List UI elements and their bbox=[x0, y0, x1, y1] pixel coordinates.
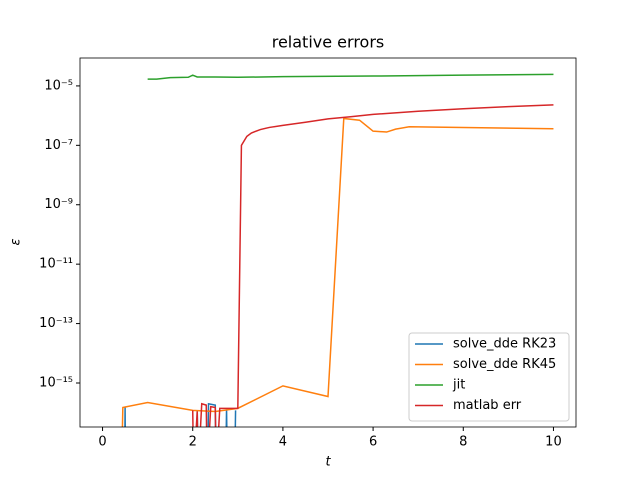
y-tick-label: 10⁻⁷ bbox=[44, 138, 73, 153]
legend-label: jit bbox=[452, 378, 465, 393]
x-tick-label: 6 bbox=[369, 435, 377, 450]
y-tick-label: 10⁻¹³ bbox=[39, 316, 73, 331]
y-tick-label: 10⁻⁵ bbox=[44, 78, 73, 93]
x-tick-label: 4 bbox=[279, 435, 287, 450]
plot-area bbox=[121, 73, 554, 427]
series-line bbox=[121, 117, 554, 427]
x-tick-label: 10 bbox=[545, 435, 562, 450]
x-tick-label: 2 bbox=[189, 435, 197, 450]
series-line bbox=[191, 104, 554, 427]
y-tick-label: 10⁻⁹ bbox=[44, 197, 73, 212]
y-axis-label: ε bbox=[9, 238, 24, 245]
legend-label: matlab err bbox=[453, 398, 522, 413]
legend-label: solve_dde RK45 bbox=[453, 357, 556, 372]
x-tick-label: 8 bbox=[459, 435, 467, 450]
x-tick-label: 0 bbox=[98, 435, 106, 450]
plot-frame bbox=[79, 57, 577, 428]
series-line bbox=[147, 73, 554, 80]
y-tick-label: 10⁻¹¹ bbox=[39, 257, 73, 272]
x-axis-label: t bbox=[325, 455, 331, 470]
series-line bbox=[124, 402, 237, 427]
chart-title: relative errors bbox=[272, 33, 385, 52]
legend-label: solve_dde RK23 bbox=[453, 337, 556, 352]
legend-box bbox=[408, 332, 570, 422]
y-tick-label: 10⁻¹⁵ bbox=[39, 375, 73, 390]
